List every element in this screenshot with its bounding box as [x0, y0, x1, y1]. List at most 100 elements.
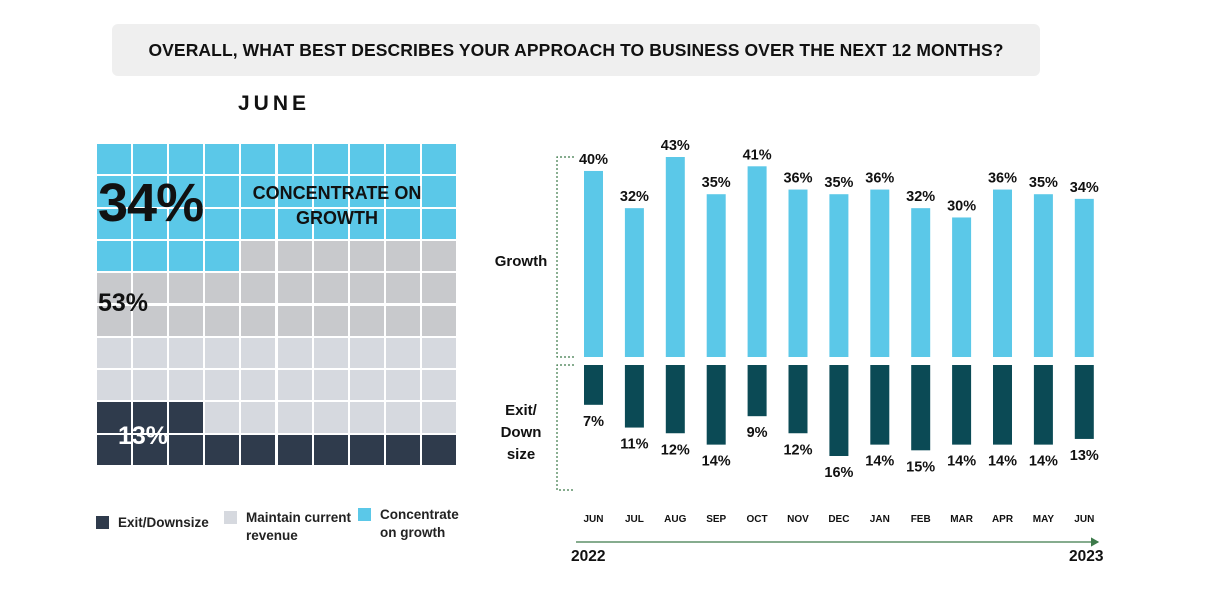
month-label: MAR	[950, 514, 974, 525]
waffle-cell-growth	[384, 207, 421, 240]
growth-label: CONCENTRATE ON GROWTH	[252, 183, 422, 228]
waffle-cell-maintain	[420, 336, 457, 370]
waffle-cell-exit	[168, 433, 205, 466]
growth-value-label: 32%	[620, 189, 649, 205]
growth-bar	[1074, 198, 1094, 357]
waffle-cell-maintain	[240, 272, 277, 305]
growth-bar	[624, 208, 644, 357]
exit-value-label: 15%	[906, 459, 935, 475]
waffle-cell-maintain	[276, 272, 313, 305]
growth-value-label: 30%	[947, 198, 976, 214]
waffle-cell-growth	[276, 207, 313, 240]
chart-title: OVERALL, WHAT BEST DESCRIBES YOUR APPROA…	[112, 24, 1040, 76]
waffle-cell-growth	[96, 239, 133, 273]
month-label: MAY	[1033, 514, 1055, 525]
waffle-cell-maintain	[420, 304, 457, 337]
waffle-cell-maintain	[312, 369, 349, 402]
exit-bar	[1033, 365, 1053, 445]
waffle-cell-maintain	[384, 272, 421, 305]
waffle-cell-maintain	[240, 304, 277, 337]
waffle-cell-maintain	[240, 369, 277, 402]
exit-bar	[952, 365, 972, 445]
growth-value-label: 35%	[824, 175, 853, 191]
waffle-cell-maintain	[132, 369, 169, 402]
legend-exit-swatch	[96, 516, 109, 529]
waffle-cell-growth	[96, 143, 133, 176]
waffle-cell-maintain	[240, 401, 277, 434]
month-label: APR	[992, 514, 1014, 525]
waffle-cell-growth	[168, 175, 205, 208]
exit-value-label: 14%	[702, 454, 731, 470]
exit-bar	[624, 365, 644, 428]
growth-value-label: 32%	[906, 189, 935, 205]
legend-exit-label: Exit/Downsize	[118, 515, 209, 530]
waffle-cell-growth	[384, 175, 421, 208]
waffle-cell-maintain	[348, 239, 385, 273]
waffle-cell-maintain	[420, 272, 457, 305]
waffle-cell-maintain	[312, 336, 349, 370]
exit-bar	[788, 365, 808, 434]
waffle-cell-growth	[204, 143, 241, 176]
growth-bar	[952, 217, 972, 357]
waffle-cell-maintain	[168, 369, 205, 402]
growth-value-label: 36%	[783, 171, 812, 187]
waffle-cell-maintain	[132, 336, 169, 370]
growth-bar	[993, 189, 1012, 357]
exit-value-label: 13%	[1070, 448, 1099, 464]
waffle-cell-growth	[204, 239, 241, 273]
waffle-cell-growth	[420, 207, 457, 240]
growth-bar	[788, 189, 808, 357]
exit-value-label: 12%	[783, 442, 812, 458]
waffle-cell-growth	[276, 143, 313, 176]
waffle-cell-growth	[420, 143, 457, 176]
waffle-cell-maintain	[348, 272, 385, 305]
waffle-cell-exit	[204, 433, 241, 466]
waffle-cell-maintain	[420, 369, 457, 402]
waffle-cell-growth	[96, 175, 133, 208]
waffle-cell-growth	[348, 207, 385, 240]
waffle-cell-maintain	[276, 336, 313, 370]
exit-percentage: 13%	[118, 422, 169, 450]
month-label: DEC	[828, 514, 849, 525]
waffle-cell-maintain	[96, 272, 133, 305]
growth-value-label: 34%	[1070, 180, 1099, 196]
waffle-cell-maintain	[96, 336, 133, 370]
waffle-cell-maintain	[168, 304, 205, 337]
waffle-cell-exit	[348, 433, 385, 466]
growth-bar	[584, 170, 603, 357]
waffle-cell-maintain	[276, 239, 313, 273]
year-start: 2022	[571, 548, 606, 565]
growth-bar	[1033, 194, 1053, 357]
waffle-cell-maintain	[276, 304, 313, 337]
waffle-cell-maintain	[276, 401, 313, 434]
growth-value-label: 41%	[743, 147, 772, 163]
waffle-cell-growth	[420, 175, 457, 208]
exit-value-label: 14%	[988, 454, 1017, 470]
waffle-cell-maintain	[384, 369, 421, 402]
waffle-cell-growth	[132, 207, 169, 240]
exit-value-label: 14%	[947, 454, 976, 470]
waffle-cell-growth	[132, 143, 169, 176]
waffle-cell-growth	[96, 207, 133, 240]
waffle-cell-maintain	[132, 304, 169, 337]
waffle-cell-maintain	[384, 336, 421, 370]
waffle-cell-growth	[132, 175, 169, 208]
exit-bar	[706, 365, 726, 445]
waffle-cell-maintain	[384, 304, 421, 337]
month-label: NOV	[787, 514, 809, 525]
waffle-cell-growth	[204, 207, 241, 240]
waffle-cell-exit	[240, 433, 277, 466]
waffle-cell-maintain	[168, 272, 205, 305]
growth-bar	[911, 208, 931, 357]
growth-bar	[665, 157, 685, 357]
waffle-cell-maintain	[420, 239, 457, 273]
waffle-cell-maintain	[348, 304, 385, 337]
waffle-cell-maintain	[276, 369, 313, 402]
growth-value-label: 36%	[988, 171, 1017, 187]
waffle-cell-growth	[348, 143, 385, 176]
waffle-cell-exit	[420, 433, 457, 466]
month-label: JUN	[583, 514, 603, 525]
waffle-cell-growth	[168, 207, 205, 240]
growth-bar	[870, 189, 890, 357]
